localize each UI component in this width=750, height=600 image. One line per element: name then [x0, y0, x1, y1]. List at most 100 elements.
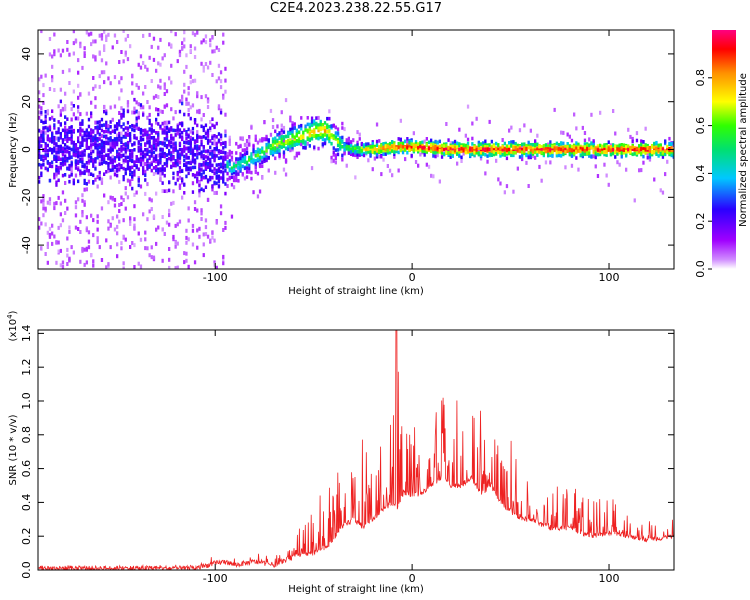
spectrogram-cell — [53, 52, 56, 57]
spectrogram-cell — [230, 155, 234, 160]
spectrogram-cell — [55, 180, 58, 185]
spectrogram-cell — [90, 213, 93, 218]
spectrogram-cell — [365, 142, 368, 146]
spectrogram-cell — [326, 116, 329, 121]
spectrogram-cell — [77, 83, 80, 88]
spectrogram-cell — [209, 43, 212, 48]
spectrogram-cell — [293, 140, 296, 145]
spectrogram-cell — [85, 30, 88, 35]
spectrogram-cell — [174, 161, 177, 165]
spectrogram-cell — [92, 259, 95, 264]
spectrogram-cell — [64, 173, 67, 177]
spectrogram-cell — [161, 227, 164, 232]
spectrogram-cell — [152, 146, 156, 150]
spectrogram-cell — [142, 150, 145, 154]
spectrogram-cell — [241, 153, 244, 158]
spectrogram-cell — [122, 30, 125, 33]
spectrogram-cell — [304, 128, 307, 132]
colorbar-tick-label: 0.0 — [694, 260, 707, 278]
spectrogram-cell — [308, 131, 311, 135]
spectrogram-cell — [142, 33, 145, 38]
spectrogram-cell — [339, 140, 342, 144]
spectrogram-cell — [157, 162, 160, 166]
spectrogram-cell — [618, 143, 621, 148]
spectrogram-cell — [77, 105, 80, 109]
spectrogram-cell — [341, 135, 344, 140]
spectrogram-cell — [289, 148, 292, 153]
spectrogram-cell — [150, 123, 153, 127]
spectrogram-cell — [245, 170, 249, 174]
spectrogram-cell — [544, 147, 548, 151]
spectrogram-cell — [341, 126, 344, 130]
spectrogram-cell — [672, 143, 674, 147]
spectrogram-cell — [523, 149, 526, 153]
spectrogram-cell — [94, 57, 97, 62]
spectrogram-cell — [224, 191, 227, 196]
spectrogram-cell — [191, 190, 195, 194]
spectrogram-cell — [157, 131, 160, 135]
spectrogram-cell — [157, 153, 160, 158]
spectrogram-cell — [202, 68, 205, 73]
spectrogram-cell — [583, 152, 587, 156]
spectrogram-cell — [124, 52, 127, 57]
spectrogram-cell — [222, 95, 225, 100]
spectrogram-cell — [159, 109, 162, 114]
spectrogram-cell — [213, 158, 216, 163]
spectrogram-cell — [155, 147, 158, 152]
spectrogram-cell — [217, 174, 221, 179]
spectrogram-cell — [315, 136, 318, 140]
spectrogram-cell — [302, 133, 305, 138]
spectrogram-cell — [196, 109, 199, 114]
spectrogram-cell — [107, 32, 110, 37]
spectrogram-cell — [161, 171, 164, 176]
spectrogram-cell — [152, 143, 156, 148]
spectrogram-cell — [204, 34, 208, 39]
spectrogram-cell — [120, 246, 123, 251]
spectrogram-cell — [152, 214, 156, 219]
spectrogram-cell — [423, 139, 426, 144]
spectrogram-cell — [642, 154, 645, 159]
spectrogram-cell — [237, 157, 240, 161]
spectrogram-cell — [92, 149, 95, 154]
spectrogram-cell — [219, 133, 223, 138]
spectrogram-cell — [51, 140, 54, 144]
spectrogram-cell — [362, 147, 366, 151]
spectrogram-cell — [163, 120, 166, 125]
spectrogram-cell — [87, 245, 91, 250]
spectrogram-cell — [473, 153, 476, 158]
spectrogram-cell — [453, 146, 457, 150]
spectrogram-cell — [40, 74, 43, 79]
spectrogram-cell — [196, 139, 199, 143]
spectrogram-cell — [118, 179, 121, 184]
spectrogram-cell — [445, 143, 448, 148]
spectrogram-cell — [81, 198, 84, 203]
spectrogram-cell — [118, 111, 121, 115]
spectrogram-cell — [406, 137, 409, 141]
spectrogram-cell — [607, 182, 610, 187]
spectrogram-cell — [217, 76, 221, 81]
spectrogram-cell — [443, 144, 446, 148]
spectrogram-cell — [181, 41, 184, 46]
spectrogram-cell — [120, 154, 123, 159]
spectrogram-cell — [103, 144, 106, 148]
spectrogram-cell — [460, 155, 463, 160]
spectrogram-cell — [64, 198, 67, 203]
spectrogram-cell — [157, 170, 160, 175]
spectrogram-cell — [521, 150, 524, 155]
spectrogram-cell — [525, 153, 528, 158]
spectrogram-cell — [46, 200, 49, 205]
spectrogram-cell — [427, 140, 431, 145]
spectrogram-cell — [124, 37, 127, 42]
spectrogram-cell — [226, 184, 229, 188]
spectrogram-cell — [581, 147, 584, 151]
spectrogram-cell — [109, 160, 112, 165]
spectrogram-cell — [217, 177, 221, 182]
spectrogram-cell — [603, 150, 606, 154]
spectrogram-cell — [124, 153, 127, 158]
spectrogram-cell — [536, 150, 539, 154]
spectrogram-cell — [204, 149, 208, 154]
spectrogram-cell — [120, 140, 123, 144]
spectrogram-cell — [217, 138, 221, 143]
spectrogram-cell — [295, 151, 298, 156]
